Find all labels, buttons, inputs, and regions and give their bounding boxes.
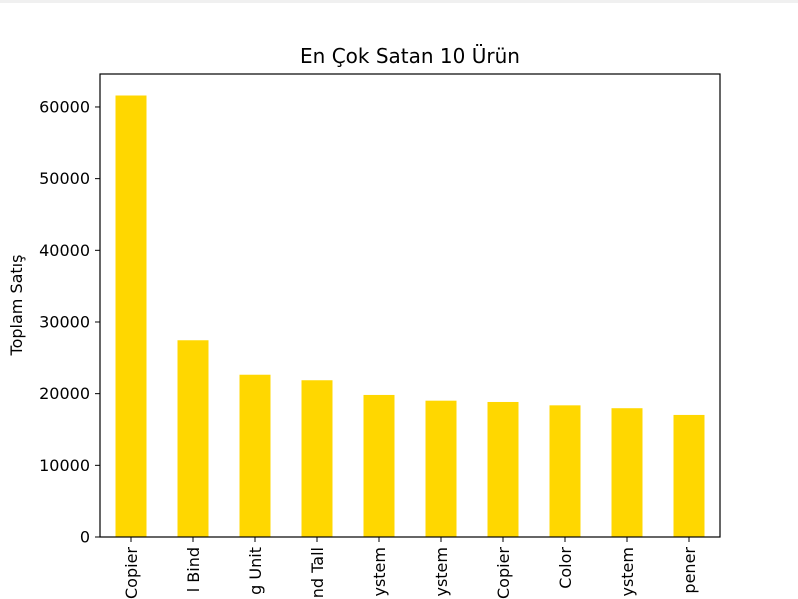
y-tick-label: 50000 [39, 169, 90, 188]
x-tick-label: pener [680, 547, 699, 594]
bar [549, 405, 581, 537]
chart-title: En Çok Satan 10 Ürün [300, 44, 520, 68]
bar [177, 340, 209, 537]
bar [611, 408, 643, 537]
x-tick-label: Copier [494, 547, 513, 599]
x-axis: Copier l Bind g Unit nd Tall ystem ystem Copie… [122, 537, 699, 599]
bars-group [115, 95, 705, 537]
bar [363, 394, 395, 537]
y-tick-label: 20000 [39, 384, 90, 403]
x-tick-label: nd Tall [308, 547, 327, 598]
bar [425, 400, 457, 537]
x-tick-label: ystem [370, 547, 389, 597]
x-tick-label: l Bind [184, 547, 203, 592]
bar [115, 95, 147, 537]
y-tick-label: 40000 [39, 241, 90, 260]
bar [673, 414, 705, 537]
plot-area-frame [99, 73, 721, 538]
x-tick-label: ystem [618, 547, 637, 597]
x-tick-label: Color [556, 547, 575, 589]
y-tick-label: 10000 [39, 456, 90, 475]
bar [239, 374, 271, 537]
bar [301, 380, 333, 537]
y-tick-label: 0 [80, 528, 90, 547]
x-tick-label: Copier [122, 547, 141, 599]
y-tick-label: 60000 [39, 97, 90, 116]
window-top-strip [0, 0, 798, 3]
y-axis-title: Toplam Satış [7, 255, 26, 357]
x-tick-label: ystem [432, 547, 451, 597]
y-tick-label: 30000 [39, 312, 90, 331]
x-tick-label: g Unit [246, 547, 265, 595]
bar [487, 401, 519, 537]
y-axis: 0 10000 20000 30000 40000 50000 60000 [39, 97, 100, 547]
